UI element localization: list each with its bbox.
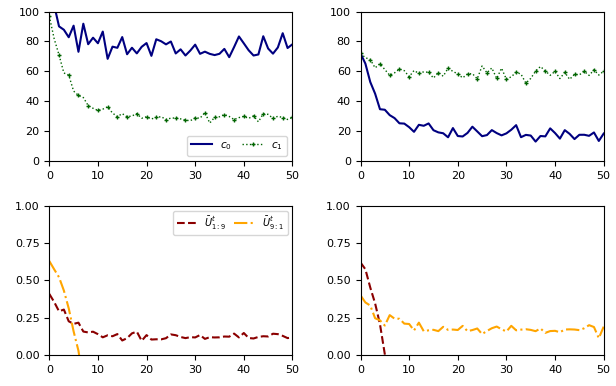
$c_0$ (104, 56, 111, 61)
$c_1$ (225, 114, 233, 119)
$c_1$ (211, 115, 218, 120)
$c_0$ (289, 42, 296, 47)
$\bar{U}^t_{1:9}$ (289, 335, 296, 340)
$c_0$ (133, 51, 140, 56)
$\bar{U}^t_{1:9}$ (99, 335, 107, 340)
$c_1$ (118, 111, 126, 116)
$c_0$ (46, 9, 53, 14)
$c_0$ (230, 45, 238, 49)
Line: $c_0$: $c_0$ (49, 5, 293, 59)
$\bar{U}^t_{1:9}$ (123, 336, 131, 340)
$c_0$ (109, 44, 116, 49)
$\bar{U}^t_{1:9}$ (118, 338, 126, 343)
$c_1$ (46, 14, 53, 19)
$\bar{U}^t_{9:1}$ (46, 259, 53, 263)
$\bar{U}^t_{1:9}$ (46, 291, 53, 296)
$\bar{U}^t_{1:9}$ (138, 339, 145, 343)
$\bar{U}^t_{1:9}$ (225, 334, 233, 339)
$c_1$ (289, 115, 296, 120)
$c_1$ (123, 115, 131, 119)
$\bar{U}^t_{1:9}$ (211, 335, 218, 340)
$c_0$ (128, 46, 136, 50)
Legend: $\bar{U}^t_{1:9}$, $\bar{U}^t_{9:1}$: $\bar{U}^t_{1:9}$, $\bar{U}^t_{9:1}$ (173, 211, 288, 235)
Line: $\bar{U}^t_{1:9}$: $\bar{U}^t_{1:9}$ (49, 294, 293, 341)
$c_0$ (51, 3, 58, 7)
Line: $\bar{U}^t_{9:1}$: $\bar{U}^t_{9:1}$ (49, 261, 293, 386)
$c_1$ (206, 121, 214, 125)
Legend: $c_0$, $c_1$: $c_0$, $c_1$ (187, 135, 287, 156)
$\bar{U}^t_{1:9}$ (284, 336, 291, 340)
$c_1$ (99, 107, 107, 112)
$c_1$ (284, 117, 291, 122)
$c_0$ (216, 51, 223, 56)
Line: $c_1$: $c_1$ (47, 14, 294, 125)
$c_0$ (284, 46, 291, 50)
